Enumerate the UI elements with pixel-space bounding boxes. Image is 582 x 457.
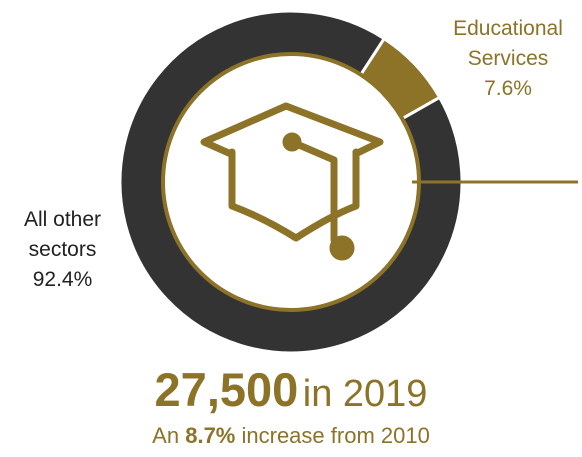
all-other-sectors-name-line2: sectors [28,238,97,261]
subline-percent: 8.7% [185,423,236,448]
headline-number: 27,500 [154,363,299,416]
educational-services-name-line2: Services [467,47,549,70]
subline: An 8.7% increase from 2010 [0,423,582,449]
subline-prefix: An [152,423,180,448]
educational-services-value: 7.6% [484,77,532,100]
all-other-sectors-label: All other sectors 92.4% [0,205,125,295]
all-other-sectors-name-line1: All other [23,208,102,231]
graduation-cap-icon [200,102,384,261]
educational-services-name-line1: Educational [453,17,563,40]
headline: 27,500 in 2019 [0,362,582,417]
headline-suffix: in 2019 [302,373,428,415]
subline-suffix: increase from 2010 [241,423,430,448]
all-other-sectors-value: 92.4% [32,268,93,291]
educational-services-label: Educational Services 7.6% [434,14,582,104]
